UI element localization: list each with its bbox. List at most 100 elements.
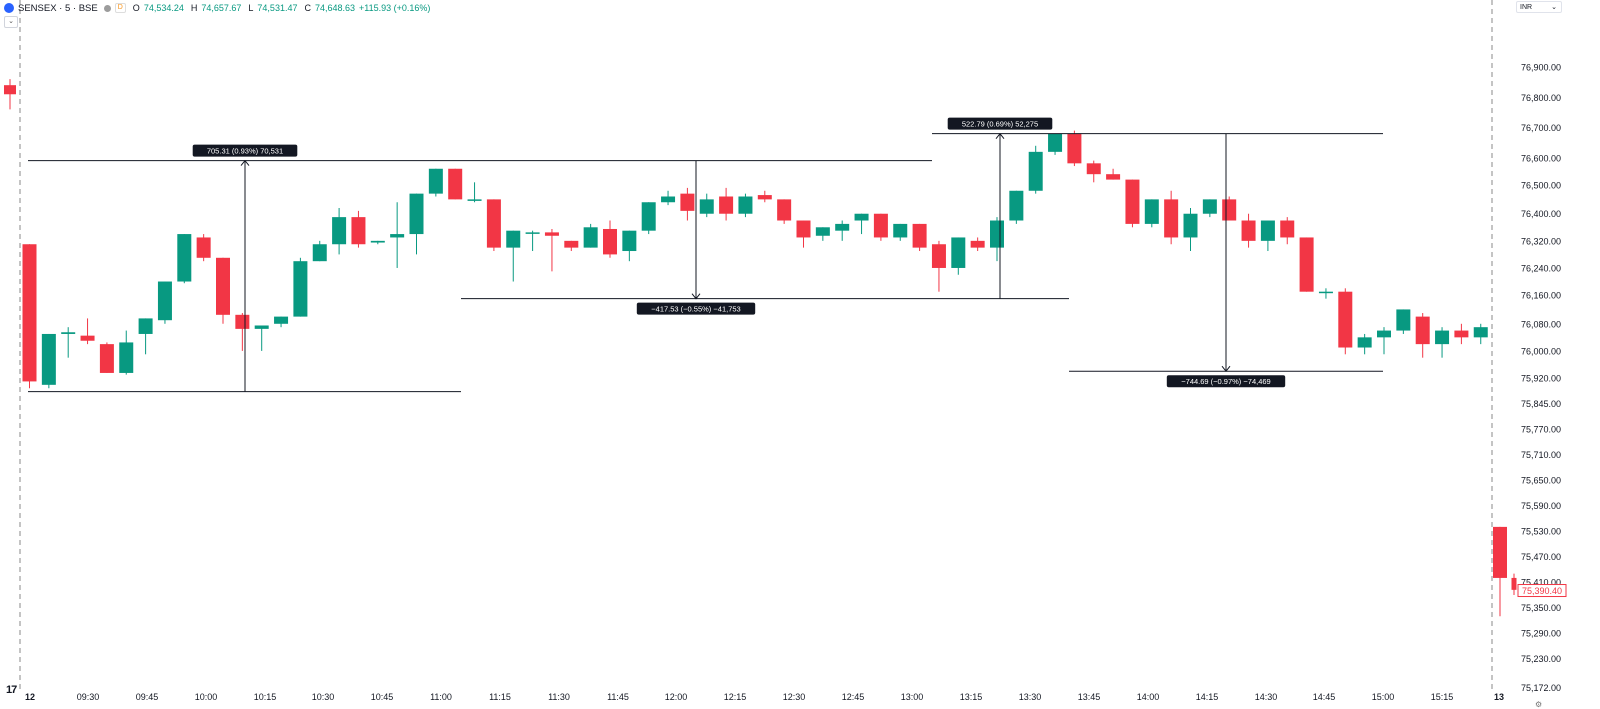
candle	[835, 220, 850, 241]
candle	[719, 187, 734, 221]
candle	[1435, 327, 1450, 358]
price-tick-label: 75,650.00	[1521, 476, 1561, 486]
candle-body	[1009, 190, 1024, 221]
candle-body	[873, 213, 888, 238]
candle-body	[119, 342, 134, 373]
candle	[796, 220, 811, 248]
candle-body	[1086, 163, 1101, 175]
price-axis[interactable]: 76,900.00 76,800.00 76,700.00 76,600.00 76,5…	[1517, 62, 1567, 693]
price-tick-label: 76,160.00	[1521, 291, 1561, 301]
time-tick-label: 14:00	[1137, 692, 1160, 702]
measure-arrowhead	[995, 132, 1005, 139]
price-tick-label: 76,320.00	[1521, 236, 1561, 246]
candle	[467, 182, 482, 203]
candle	[1202, 199, 1217, 218]
bse-logo-icon	[4, 3, 14, 13]
price-tick-label: 76,400.00	[1521, 209, 1561, 219]
candle	[583, 223, 598, 248]
open-value: 74,534.24	[143, 3, 184, 13]
time-tick-label: 12:00	[665, 692, 688, 702]
price-tick-label: 75,172.00	[1521, 683, 1561, 693]
measure-arrowhead	[240, 159, 250, 166]
candle	[661, 190, 676, 206]
candle-body	[1241, 220, 1256, 241]
measure-label: 522.79 (0.69%) 52,275	[962, 119, 1038, 128]
price-tick-label: 75,230.00	[1521, 654, 1561, 664]
candle	[1493, 526, 1507, 617]
candle	[119, 330, 134, 375]
candle-body	[544, 232, 559, 236]
time-tick-label: 13	[1494, 692, 1504, 702]
price-tick-label: 75,590.00	[1521, 501, 1561, 511]
symbol-legend: SENSEX · 5 · BSE D O 74,534.24 H 74,657.67…	[4, 0, 430, 16]
candle	[293, 257, 308, 317]
price-tick-label: 76,000.00	[1521, 346, 1561, 356]
candle	[1396, 309, 1411, 334]
candle	[1144, 199, 1159, 228]
candle-body	[1377, 330, 1391, 338]
candle-body	[1299, 237, 1314, 292]
high-value: 74,657.67	[201, 3, 242, 13]
candle-body	[854, 213, 869, 221]
time-tick-label: 10:45	[371, 692, 394, 702]
tradingview-logo-icon[interactable]: 17	[6, 684, 17, 696]
time-tick-label: 12:30	[783, 692, 806, 702]
close-label: C	[304, 3, 311, 13]
candle-body	[99, 344, 114, 373]
time-tick-label: 11:00	[430, 692, 452, 702]
measure-arrowhead	[691, 293, 701, 300]
measure-label-box	[192, 144, 298, 157]
candle	[22, 244, 37, 389]
current-price-label: 75,390.40	[1522, 586, 1562, 596]
candle	[274, 316, 289, 328]
candle-body	[428, 168, 443, 194]
candle-body	[61, 332, 76, 334]
candle-body	[312, 244, 327, 262]
time-tick-label: 13:00	[901, 692, 924, 702]
time-tick-label: 12:15	[724, 692, 747, 702]
measure-label-box	[947, 117, 1053, 130]
candle	[506, 230, 521, 282]
candle	[1415, 313, 1430, 358]
price-tick-label: 76,800.00	[1521, 93, 1561, 103]
time-tick-label: 09:30	[77, 692, 100, 702]
candle	[254, 325, 269, 351]
candle	[1260, 220, 1275, 252]
time-axis[interactable]: 12 09:30 09:45 10:00 10:15 10:30 10:45 11:00 11:…	[25, 692, 1504, 702]
candle	[1454, 323, 1469, 345]
candle-body	[893, 223, 908, 238]
candle-body	[486, 199, 501, 248]
time-tick-label: 10:15	[254, 692, 277, 702]
price-tick-label: 76,700.00	[1521, 123, 1561, 133]
candle	[544, 228, 559, 272]
candle	[409, 193, 424, 255]
time-tick-label: 12:45	[842, 692, 865, 702]
candle-body	[1493, 526, 1507, 578]
symbol-title[interactable]: SENSEX · 5 · BSE	[18, 2, 98, 14]
candle-body	[254, 325, 269, 329]
candle-body	[777, 199, 792, 221]
candle	[448, 168, 463, 200]
candle-body	[661, 196, 676, 203]
measure-label: −417.53 (−0.55%) −41,753	[651, 304, 740, 313]
candle	[1511, 573, 1517, 595]
candle-body	[1415, 316, 1430, 345]
price-tick-label: 76,900.00	[1521, 62, 1561, 72]
collapse-legend-button[interactable]: ⌄	[4, 16, 18, 28]
candle	[603, 220, 617, 258]
candle-body	[80, 335, 95, 341]
candle-body	[157, 281, 172, 321]
candle-body	[1183, 213, 1198, 238]
measure-label-box	[636, 302, 756, 315]
candle	[428, 168, 443, 197]
candle	[641, 202, 656, 235]
currency-selector[interactable]: INR ⌄	[1516, 1, 1562, 13]
candle-body	[1125, 179, 1140, 224]
candle	[1473, 323, 1488, 345]
measure-drawings[interactable]: 705.31 (0.93%) 70,531 −417.53 (−0.55%) −4…	[28, 117, 1383, 393]
candle-body	[22, 244, 37, 382]
time-tick-label: 10:00	[195, 692, 218, 702]
chevron-down-icon: ⌄	[8, 18, 14, 25]
candle	[1241, 213, 1256, 248]
